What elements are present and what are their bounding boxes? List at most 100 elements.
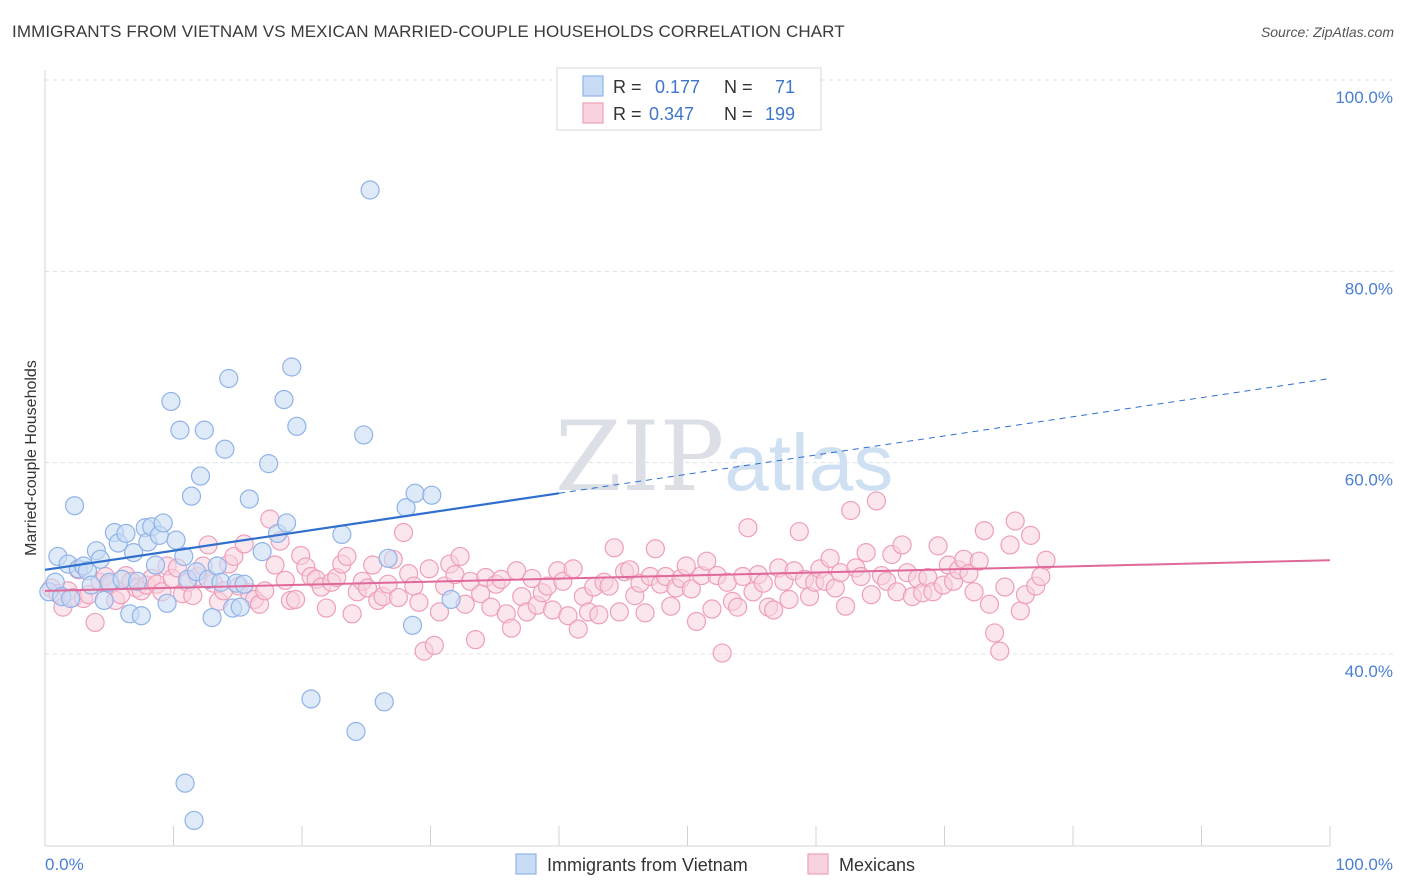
mexicans-point — [677, 557, 695, 575]
vietnam-point — [361, 181, 379, 199]
mexicans-point — [564, 560, 582, 578]
y-tick-label: 100.0% — [1335, 88, 1393, 107]
vietnam-point — [191, 467, 209, 485]
mexicans-point — [852, 568, 870, 586]
vietnam-point — [182, 487, 200, 505]
mexicans-point — [395, 524, 413, 542]
vietnam-point — [195, 421, 213, 439]
mexicans-point — [790, 523, 808, 541]
vietnam-point — [260, 455, 278, 473]
mexicans-point — [389, 589, 407, 607]
mexicans-point — [405, 577, 423, 595]
mexicans-point — [867, 492, 885, 510]
vietnam-point — [220, 369, 238, 387]
mexicans-point — [980, 595, 998, 613]
mexicans-point — [713, 644, 731, 662]
vietnam-point — [404, 616, 422, 634]
mexicans-point — [754, 574, 772, 592]
vietnam-point — [82, 576, 100, 594]
mexicans-point — [1022, 526, 1040, 544]
vietnam-point — [278, 514, 296, 532]
vietnam-point — [355, 426, 373, 444]
mexicans-point — [590, 606, 608, 624]
legend-n-label-mexicans: N = — [724, 104, 753, 124]
mexicans-point — [739, 519, 757, 537]
vietnam-point — [406, 484, 424, 502]
y-tick-label: 80.0% — [1345, 279, 1393, 298]
mexicans-point — [1001, 536, 1019, 554]
mexicans-point — [662, 597, 680, 615]
mexicans-point — [929, 537, 947, 555]
mexicans-point — [1011, 602, 1029, 620]
legend-swatch-mexicans — [583, 103, 603, 123]
mexicans-point — [343, 605, 361, 623]
mexicans-point — [996, 578, 1014, 596]
mexicans-point — [857, 544, 875, 562]
mexicans-point — [266, 556, 284, 574]
vietnam-point — [253, 543, 271, 561]
vietnam-point — [95, 591, 113, 609]
vietnam-point — [235, 575, 253, 593]
vietnam-point — [147, 556, 165, 574]
vietnam-point — [171, 421, 189, 439]
vietnam-point — [240, 490, 258, 508]
mexicans-point — [276, 571, 294, 589]
vietnam-point — [347, 722, 365, 740]
vietnam-point — [162, 392, 180, 410]
bottom-legend-swatch-mexicans — [808, 854, 828, 874]
mexicans-point — [842, 502, 860, 520]
mexicans-point — [425, 636, 443, 654]
vietnam-point — [231, 598, 249, 616]
mexicans-point — [965, 583, 983, 601]
mexicans-point — [975, 522, 993, 540]
mexicans-point — [420, 560, 438, 578]
mexicans-point — [780, 590, 798, 608]
x-tick-label-max: 100.0% — [1335, 855, 1393, 874]
mexicans-point — [184, 587, 202, 605]
vietnam-point — [132, 607, 150, 625]
legend-box: R = 0.177 N = 71 R = 0.347 N = 199 — [557, 68, 821, 130]
vietnam-point — [333, 525, 351, 543]
mexicans-point — [986, 624, 1004, 642]
y-tick-labels: 40.0% 60.0% 80.0% 100.0% — [1335, 88, 1393, 681]
mexicans-point — [466, 631, 484, 649]
legend-r-label-vietnam: R = — [613, 77, 642, 97]
mexicans-point — [569, 620, 587, 638]
mexicans-point — [837, 597, 855, 615]
mexicans-point — [317, 599, 335, 617]
watermark-atlas: atlas — [724, 418, 893, 507]
mexicans-point — [703, 600, 721, 618]
bottom-legend-label-mexicans: Mexicans — [839, 855, 915, 875]
vietnam-point — [302, 690, 320, 708]
mexicans-point — [600, 577, 618, 595]
mexicans-point — [287, 590, 305, 608]
mexicans-point — [451, 547, 469, 565]
legend-r-value-mexicans: 0.347 — [649, 104, 694, 124]
legend-n-label-vietnam: N = — [724, 77, 753, 97]
mexicans-point — [862, 586, 880, 604]
vietnam-point — [91, 550, 109, 568]
vietnam-point — [288, 417, 306, 435]
mexicans-point — [338, 547, 356, 565]
y-tick-label: 60.0% — [1345, 471, 1393, 490]
mexicans-point — [991, 642, 1009, 660]
watermark: ZIPatlas — [555, 401, 893, 513]
vietnam-point — [208, 557, 226, 575]
mexicans-point — [1032, 568, 1050, 586]
legend-r-label-mexicans: R = — [613, 104, 642, 124]
mexicans-point — [893, 536, 911, 554]
bottom-legend-swatch-vietnam — [516, 854, 536, 874]
vietnam-point — [216, 440, 234, 458]
vietnam-point — [158, 594, 176, 612]
mexicans-point — [636, 604, 654, 622]
mexicans-point — [729, 598, 747, 616]
legend-swatch-vietnam — [583, 76, 603, 96]
watermark-zip: ZIP — [555, 401, 724, 513]
mexicans-point — [605, 539, 623, 557]
mexicans-point — [502, 619, 520, 637]
mexicans-point — [646, 540, 664, 558]
mexicans-point — [687, 612, 705, 630]
mexicans-point — [765, 601, 783, 619]
vietnam-point — [203, 609, 221, 627]
legend-r-value-vietnam: 0.177 — [655, 77, 700, 97]
